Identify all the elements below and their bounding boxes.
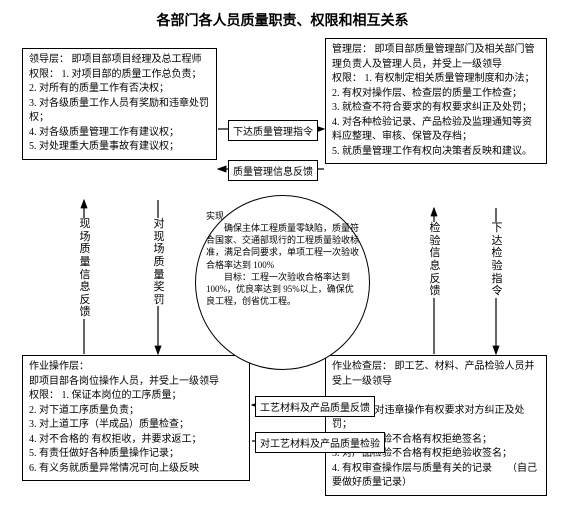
inspection-item-4: 4. 有权审查操作层与质量有关的记录 （自己要做好质量记录） (332, 462, 540, 491)
management-item-2: 2. 有权对操作层、检查层的质量工作检查； (332, 87, 540, 102)
page-title: 各部门各人员质量职责、权限和相互关系 (0, 10, 565, 30)
box-inspection: 作业检查层： 即工艺、材料、产品检验人员并受上一级领导 权限： 1. 对违章操作… (325, 355, 547, 496)
leadership-item-5: 5. 对处理重大质量事故有建议权； (29, 140, 210, 155)
management-item-3: 3. 就检查不符合要求的有权要求纠正及处罚； (332, 101, 540, 116)
center-l1: 实现 (206, 210, 359, 222)
vlabel-v1: 现场质量信息反馈 (78, 218, 92, 319)
leadership-item-4: 4. 对各级质量管理工作有建议权； (29, 126, 210, 141)
vlabel-v2: 对现场质量奖罚 (152, 218, 166, 306)
leadership-header-sub: 即项目部项目经理及总工程师 (72, 54, 202, 65)
box-operation: 作业操作层： 即项目部各岗位操作人员，并受上一级领导 权限： 1. 保证本岗位的… (22, 355, 250, 481)
box-leadership: 领导层： 即项目部项目经理及总工程师 权限： 1. 对项目部的质量工作总负责； … (22, 48, 217, 160)
operation-header: 作业操作层： (29, 361, 89, 372)
management-item-4: 4. 对各种检验记录、产品检验及监理通知等资料应整理、审核、保管及存档； (332, 116, 540, 145)
arrow-label-a2: 质量管理信息反馈 (228, 160, 318, 181)
management-header: 管理层： (332, 44, 372, 55)
arrow-label-a4: 对工艺材料及产品质量检验 (255, 432, 385, 453)
center-circle: 实现 确保主体工程质量零缺陷，质量符合国家、交通部现行的工程质量验收标准，满足合… (195, 195, 370, 370)
operation-item-6: 6. 有义务就质量异常情况可向上级反映 (29, 462, 243, 477)
operation-item-1: 1. 保证本岗位的工序质量； (62, 390, 182, 401)
center-l3: 目标：工程一次验收合格率达到 100%，优良率达到 95%以上，确保优良工程，创… (206, 271, 359, 307)
management-item-1: 1. 有权制定相关质量管理制度和办法； (365, 73, 535, 84)
leadership-item-3: 3. 对各级质量工作人员有奖励和违章处罚权； (29, 97, 210, 126)
inspection-header: 作业检查层： (332, 361, 392, 372)
box-management: 管理层： 即项目部质量管理部门及相关部门管理负责人及管理人员，并受上一级领导 权… (325, 38, 547, 164)
leadership-header: 领导层： (29, 54, 69, 65)
center-l2: 确保主体工程质量零缺陷，质量符合国家、交通部现行的工程质量验收标准，满足合同要求… (206, 222, 359, 271)
operation-item-3: 3. 对上道工序（半成品）质量检查； (29, 418, 243, 433)
leadership-auth-label: 权限： (29, 69, 59, 80)
operation-item-4: 4. 对不合格的 有权拒收，并要求返工； (29, 433, 243, 448)
operation-auth-label: 权限： (29, 390, 59, 401)
operation-header-sub: 即项目部各岗位操作人员，并受上一级领导 (29, 376, 219, 387)
arrow-label-a1: 下达质量管理指令 (228, 120, 318, 141)
management-auth-label: 权限： (332, 73, 362, 84)
arrow-label-a3: 工艺材料及产品质量反馈 (255, 396, 375, 417)
vlabel-v4: 下达检验指令 (490, 222, 504, 298)
leadership-item-1: 1. 对项目部的质量工作总负责； (62, 69, 202, 80)
operation-item-2: 2. 对下道工序质量负责； (29, 404, 243, 419)
operation-item-5: 5. 有责任做好各种质量操作记录； (29, 447, 243, 462)
vlabel-v3: 检验信息反馈 (428, 222, 442, 298)
management-item-5: 5. 就质量管理工作有权向决策者反映和建议。 (332, 145, 540, 160)
leadership-item-2: 2. 对所有的质量工作有否决权； (29, 82, 210, 97)
